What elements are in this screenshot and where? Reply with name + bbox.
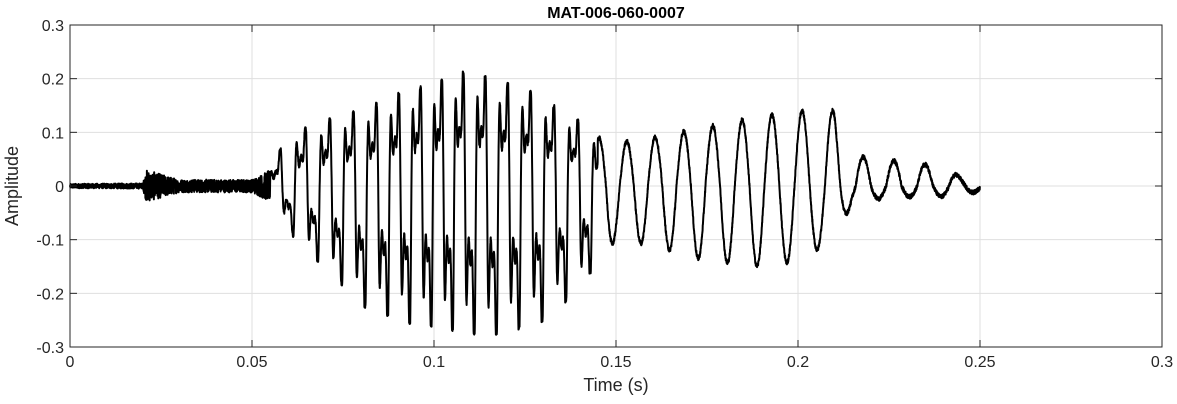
y-tick-label: 0.2 [42, 72, 64, 89]
y-tick-label: -0.2 [36, 286, 64, 303]
y-tick-label: 0.1 [42, 125, 64, 142]
y-tick-label: 0.3 [42, 18, 64, 35]
y-tick-label: -0.3 [36, 340, 64, 357]
x-tick-label: 0.1 [423, 354, 445, 371]
y-tick-label: 0 [55, 179, 64, 196]
plot-area [69, 70, 981, 336]
x-tick-label: 0.15 [600, 354, 631, 371]
x-tick-label: 0.2 [787, 354, 809, 371]
y-axis-label: Amplitude [2, 146, 22, 226]
waveform-line [69, 70, 981, 336]
x-tick-label: 0.05 [236, 354, 267, 371]
x-tick-label: 0.3 [1151, 354, 1173, 371]
x-axis-label: Time (s) [583, 375, 648, 395]
y-tick-label: -0.1 [36, 233, 64, 250]
chart-title: MAT-006-060-0007 [547, 5, 685, 22]
x-tick-label: 0 [66, 354, 75, 371]
x-axis: 0 0.05 0.1 0.15 0.2 0.25 0.3 [66, 25, 1173, 371]
x-tick-label: 0.25 [964, 354, 995, 371]
y-axis: -0.3 -0.2 -0.1 0 0.1 0.2 0.3 [36, 18, 1162, 357]
